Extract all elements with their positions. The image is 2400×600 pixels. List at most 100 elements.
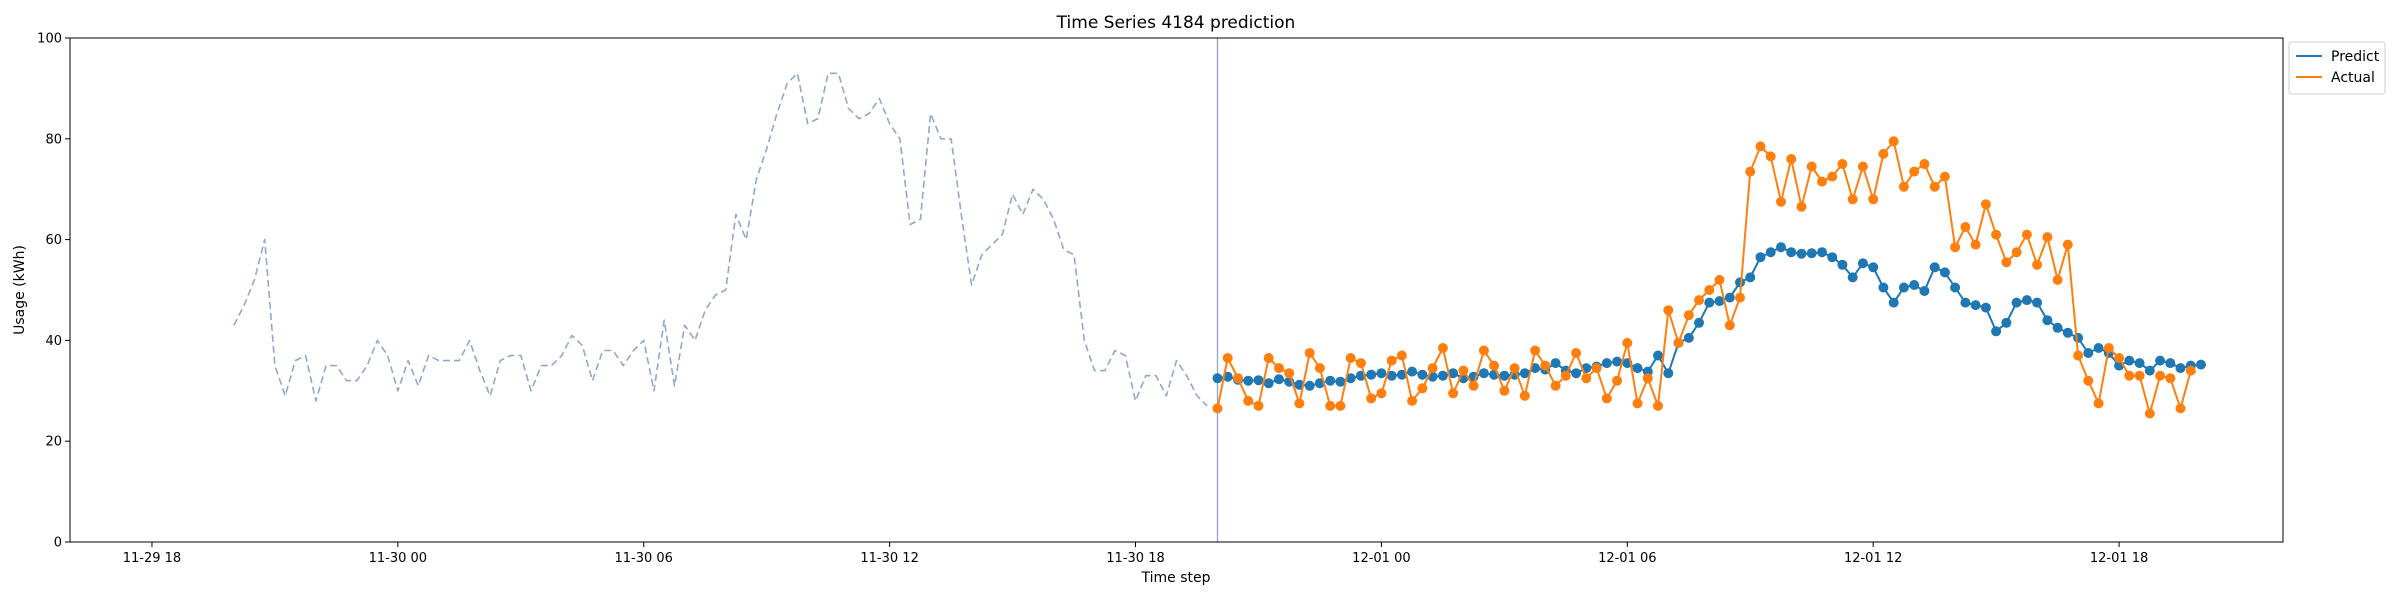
data-point-actual-66 [1888,136,1899,147]
data-point-predict-55 [1776,242,1786,253]
data-point-actual-31 [1530,345,1541,356]
data-point-actual-76 [1991,229,2002,240]
data-point-actual-8 [1294,398,1305,409]
x-tick-label-3: 11-30 12 [860,551,918,566]
data-point-actual-71 [1939,171,1950,182]
data-point-predict-77 [2001,317,2012,328]
data-point-predict-76 [1991,326,2002,337]
data-point-predict-28 [1499,370,1510,381]
data-point-predict-47 [1694,317,1704,328]
data-point-predict-56 [1786,247,1797,258]
data-point-actual-29 [1509,363,1520,374]
data-point-predict-44 [1663,368,1674,379]
data-point-actual-75 [1980,199,1991,210]
data-point-predict-4 [1253,375,1264,386]
data-point-predict-5 [1263,378,1274,389]
data-point-actual-7 [1284,368,1295,379]
data-point-actual-42 [1642,373,1653,384]
data-point-actual-89 [2124,370,2135,381]
data-point-actual-54 [1765,151,1776,162]
x-tick-label-5: 12-01 00 [1352,551,1410,566]
data-point-actual-43 [1653,400,1663,411]
data-point-actual-34 [1560,370,1571,381]
data-point-actual-28 [1499,385,1510,396]
data-point-predict-38 [1601,358,1612,369]
y-tick-label-3: 60 [45,233,62,248]
data-point-actual-83 [2062,239,2073,250]
data-point-actual-58 [1806,161,1817,172]
data-point-predict-94 [2175,363,2186,374]
data-point-predict-96 [2196,359,2206,370]
data-point-predict-90 [2134,358,2145,369]
legend: Predict Actual [2288,41,2386,95]
data-point-predict-74 [1970,300,1981,311]
data-point-actual-9 [1304,348,1315,358]
data-point-actual-2 [1233,373,1243,384]
y-tick-label-4: 80 [45,132,62,147]
data-point-actual-41 [1632,398,1643,409]
data-point-predict-62 [1847,272,1858,283]
data-point-actual-0 [1212,403,1223,414]
data-point-actual-18 [1396,350,1407,361]
legend-label-actual: Actual [2331,70,2375,86]
data-point-actual-87 [2103,343,2114,353]
data-point-actual-24 [1458,365,1469,376]
data-point-actual-56 [1786,154,1797,164]
data-point-actual-11 [1325,400,1336,411]
data-point-predict-73 [1960,297,1971,308]
data-point-actual-30 [1519,390,1530,401]
data-point-predict-54 [1765,247,1776,258]
plot-area: 0 20 40 60 80 100 11-29 18 11-30 00 11-30 06 11-3… [37,32,2284,566]
data-point-actual-61 [1837,159,1848,169]
data-point-predict-91 [2144,365,2155,376]
data-point-predict-57 [1796,248,1807,259]
data-point-actual-85 [2083,375,2094,386]
data-point-actual-74 [1970,239,1981,250]
data-point-actual-19 [1407,395,1418,406]
data-point-actual-65 [1878,148,1889,159]
data-point-actual-45 [1673,337,1684,348]
data-point-predict-63 [1857,258,1868,269]
data-point-actual-84 [2073,350,2084,361]
x-tick-label-2: 11-30 06 [615,551,673,566]
legend-label-predict: Predict [2331,49,2380,65]
data-point-predict-68 [1909,280,1920,290]
data-point-predict-85 [2083,348,2094,358]
data-point-predict-80 [2032,297,2043,308]
data-point-predict-51 [1735,277,1745,288]
data-point-actual-70 [1929,181,1940,192]
data-point-actual-73 [1960,222,1971,232]
data-point-predict-84 [2073,332,2084,343]
data-point-actual-37 [1591,363,1602,374]
series-line-history [233,72,1208,407]
data-point-actual-78 [2011,247,2022,258]
y-tick-label-2: 40 [45,334,62,349]
y-axis-label: Usage (kWh) [12,245,28,335]
data-point-predict-30 [1519,368,1530,379]
data-point-predict-83 [2062,327,2073,338]
data-point-predict-26 [1478,368,1489,379]
data-point-predict-15 [1366,369,1377,380]
data-point-actual-72 [1950,242,1961,253]
plot-frame [69,37,2284,543]
data-point-actual-23 [1448,388,1459,399]
data-point-actual-47 [1694,295,1704,306]
data-point-actual-82 [2052,274,2063,285]
data-point-predict-82 [2052,322,2063,333]
data-point-actual-93 [2165,373,2176,384]
data-point-actual-88 [2114,353,2125,363]
data-point-predict-92 [2155,355,2166,366]
data-point-actual-33 [1550,380,1561,391]
data-point-actual-12 [1335,400,1346,411]
data-point-actual-22 [1437,343,1448,353]
data-point-actual-10 [1314,363,1325,374]
data-point-predict-70 [1929,262,1940,273]
data-point-actual-50 [1724,320,1735,331]
data-point-predict-49 [1714,296,1725,307]
data-point-predict-16 [1376,368,1387,379]
data-point-actual-62 [1847,194,1858,205]
data-point-predict-18 [1396,369,1407,380]
data-point-actual-51 [1735,292,1745,303]
data-point-predict-3 [1243,375,1254,386]
y-tick-label-1: 20 [45,435,62,450]
